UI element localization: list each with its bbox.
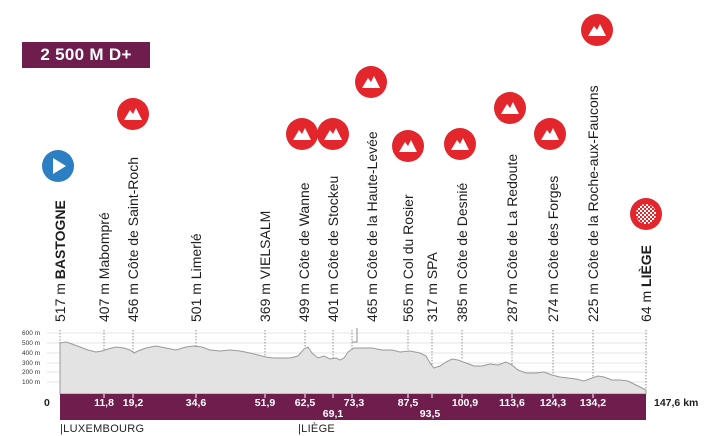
km-label: 134,2 xyxy=(580,397,606,409)
distance-band xyxy=(60,394,646,420)
haute-levee-leader xyxy=(352,328,358,343)
location-label-saint-roch: 456 m Côte de Saint-Roch xyxy=(125,157,141,322)
total-distance: 147,6 km xyxy=(654,397,698,409)
km-label: 100,9 xyxy=(452,397,478,409)
location-label-vielsalm: 369 m VIELSALM xyxy=(257,211,273,322)
location-label-col-du-rosier: 565 m Col du Rosier xyxy=(400,194,416,322)
location-label-la-redoute: 287 m Côte de La Redoute xyxy=(504,154,520,322)
region-label-luxembourg: |LUXEMBOURG xyxy=(60,423,145,435)
region-label-liege: |LIÈGE xyxy=(298,423,336,435)
climb-icon xyxy=(286,118,318,150)
km-label: 113,6 xyxy=(499,397,525,409)
location-label-mabompre: 407 m Mabompré xyxy=(96,212,112,322)
climb-icon xyxy=(581,14,613,46)
climb-icon xyxy=(117,98,149,130)
km-label: 11,8 xyxy=(94,397,114,409)
altitude-tick: 500 m xyxy=(22,340,40,347)
location-label-stockeu: 401 m Côte de Stockeu xyxy=(325,176,341,322)
climb-icon xyxy=(355,66,387,98)
km-label: 19,2 xyxy=(123,397,144,409)
climb-icon xyxy=(392,130,424,162)
location-label-forges: 274 m Côte des Forges xyxy=(545,176,561,322)
elevation-gain-label: 2 500 M D+ xyxy=(40,45,132,64)
km-label: 73,3 xyxy=(344,397,365,409)
climb-icon xyxy=(444,128,476,160)
location-markers xyxy=(59,330,647,390)
climb-icons xyxy=(117,14,613,162)
climb-icon xyxy=(494,92,526,124)
location-label-wanne: 499 m Côte de Wanne xyxy=(296,182,312,322)
km-ticks xyxy=(103,394,594,398)
altitude-tick: 600 m xyxy=(22,330,40,337)
location-label-haute-levee: 465 m Côte de la Haute-Levée xyxy=(364,131,380,322)
location-labels: 517 m BASTOGNE 407 m Mabompré 456 m Côte… xyxy=(52,85,654,322)
altitude-tick: 300 m xyxy=(22,360,40,367)
start-flag-icon xyxy=(42,150,74,182)
elevation-profile-area xyxy=(59,341,647,395)
climb-icon xyxy=(534,118,566,150)
km-label: 34,6 xyxy=(186,397,207,409)
km-label: 62,5 xyxy=(295,397,316,409)
location-label-bastogne: 517 m BASTOGNE xyxy=(52,200,68,322)
climb-icon xyxy=(317,118,349,150)
location-label-liege: 64 m LIÈGE xyxy=(638,245,654,322)
location-label-roche-aux-faucons: 225 m Côte de la Roche-aux-Faucons xyxy=(585,85,601,322)
location-label-spa: 317 m SPA xyxy=(424,252,440,322)
start-km: 0 xyxy=(44,397,50,409)
altitude-tick: 200 m xyxy=(22,369,40,376)
km-label: 124,3 xyxy=(540,397,566,409)
km-label: 93,5 xyxy=(420,408,441,420)
altitude-tick: 100 m xyxy=(22,379,40,386)
km-label: 87,5 xyxy=(398,397,419,409)
finish-flag-icon xyxy=(630,198,662,230)
location-label-desnie: 385 m Côte de Desnié xyxy=(454,182,470,322)
elevation-gain-badge: 2 500 M D+ xyxy=(22,42,150,68)
location-label-limerle: 501 m Limerlé xyxy=(188,233,204,322)
km-label: 51,9 xyxy=(255,397,276,409)
km-label: 69,1 xyxy=(323,408,344,420)
altitude-tick: 400 m xyxy=(22,350,40,357)
